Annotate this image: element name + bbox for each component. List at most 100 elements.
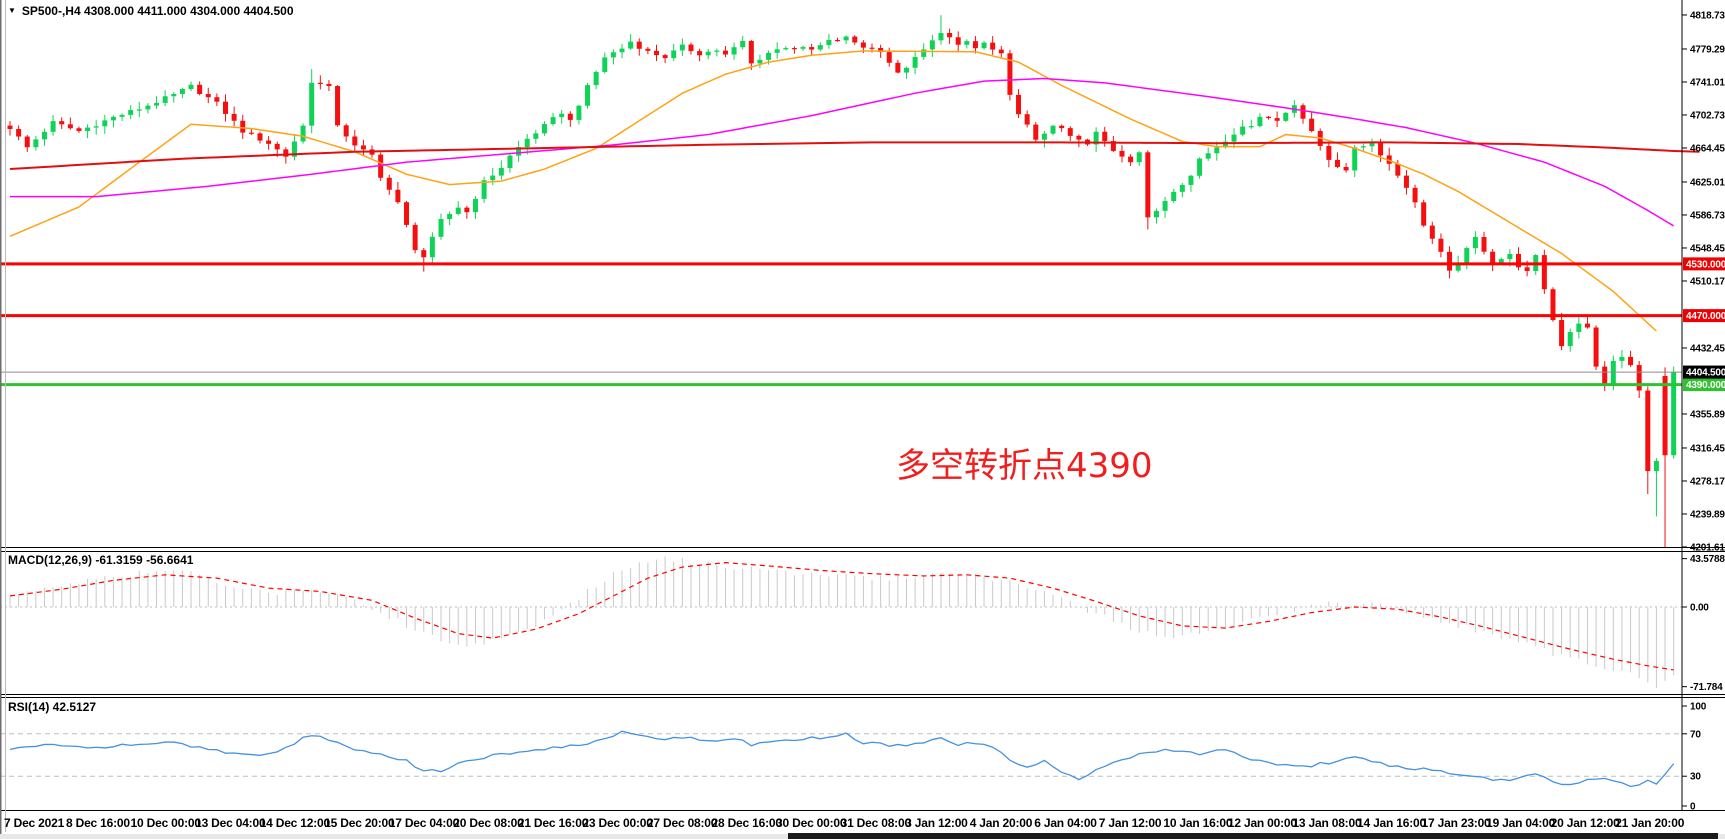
price-axis-label: 4355.890: [1690, 409, 1725, 420]
candle-body: [1309, 118, 1315, 132]
time-axis-label: 8 Dec 16:00: [66, 816, 130, 830]
candle-body: [800, 47, 806, 49]
annotation-text: 多空转折点4390: [896, 446, 1153, 486]
candle-body: [1352, 147, 1358, 171]
price-axis-label: 4510.170: [1690, 276, 1725, 287]
candle-body: [1576, 323, 1582, 333]
candle-body: [1093, 131, 1099, 145]
price-axis-label: 4586.730: [1690, 210, 1725, 221]
candle-body: [826, 39, 832, 46]
price-badge: [1683, 309, 1725, 323]
candle-body: [154, 102, 160, 106]
candle-body: [386, 177, 392, 190]
candle-body: [714, 50, 720, 52]
time-axis-label: 20 Jan 12:00: [1551, 816, 1621, 830]
candle-body: [231, 113, 237, 121]
candle-body: [886, 52, 892, 63]
price-badge: [1683, 365, 1725, 379]
candle-body: [1110, 141, 1116, 151]
time-axis-label: 17 Jan 23:00: [1422, 816, 1492, 830]
candle-body: [748, 40, 754, 64]
time-axis: 7 Dec 20218 Dec 16:0010 Dec 00:0013 Dec …: [0, 812, 1725, 832]
candle-body: [1541, 255, 1547, 290]
candle-body: [533, 133, 539, 139]
candle-body: [1421, 202, 1427, 226]
candle-body: [1257, 116, 1263, 127]
candle-body: [67, 124, 73, 129]
candle-body: [524, 138, 530, 148]
candle-body: [1386, 155, 1392, 164]
candle-body: [1671, 372, 1677, 456]
candle-body: [335, 86, 341, 126]
candle-body: [1447, 251, 1453, 271]
scrollbar-thumb[interactable]: [788, 833, 1718, 839]
candle-body: [1334, 159, 1340, 167]
candle-body: [352, 136, 358, 146]
candle-body: [197, 84, 203, 95]
candle-body: [1214, 147, 1220, 154]
candle-body: [1119, 150, 1125, 157]
candle-body: [567, 113, 573, 120]
candle-body: [438, 219, 444, 237]
candle-body: [128, 110, 134, 115]
candle-body: [447, 213, 453, 220]
candle-body: [1645, 390, 1651, 472]
candle-body: [1274, 118, 1280, 121]
candle-body: [1438, 238, 1444, 252]
candle-body: [317, 82, 323, 84]
candle-body: [1636, 365, 1642, 391]
candle-body: [162, 96, 168, 103]
candle-body: [85, 127, 91, 132]
candle-body: [1205, 153, 1211, 159]
candle-body: [817, 45, 823, 50]
candle-body: [266, 140, 272, 144]
candle-body: [1240, 126, 1246, 135]
time-axis-label: 12 Jan 00:00: [1228, 816, 1298, 830]
candle-body: [1162, 201, 1168, 211]
time-axis-label: 19 Jan 04:00: [1486, 816, 1556, 830]
candle-body: [636, 41, 642, 49]
candle-body: [1145, 152, 1151, 218]
price-axis-label: 4625.010: [1690, 177, 1725, 188]
candle-body: [921, 49, 927, 57]
rsi-axis-label: 100: [1690, 702, 1707, 713]
candle-body: [1559, 320, 1565, 347]
candle-body: [912, 56, 918, 68]
candle-body: [291, 141, 297, 157]
candle-body: [852, 36, 858, 43]
candle-body: [421, 250, 427, 258]
price-badge: [1683, 257, 1725, 271]
candle-body: [248, 132, 254, 134]
time-axis-label: 3 Jan 12:00: [905, 816, 968, 830]
candle-body: [1455, 262, 1461, 271]
price-axis-label: 4702.730: [1690, 110, 1725, 121]
candle-body: [188, 84, 194, 90]
candle-body: [136, 109, 142, 111]
candle-body: [895, 62, 901, 73]
candle-body: [903, 67, 909, 73]
ma-mid-magenta: [10, 77, 1675, 227]
rsi-axis-label: 0: [1690, 802, 1696, 813]
candle-body: [1602, 366, 1608, 384]
candle-body: [610, 52, 616, 58]
candle-body: [1266, 116, 1272, 119]
candle-body: [507, 155, 513, 169]
price-badge-label: 4390.000: [1686, 380, 1725, 391]
candle-body: [360, 145, 366, 150]
time-axis-label: 27 Dec 08:00: [647, 816, 718, 830]
candle-body: [1550, 289, 1556, 321]
time-axis-label: 21 Dec 16:00: [518, 816, 589, 830]
symbol-dropdown-icon[interactable]: ▼: [8, 6, 16, 15]
time-axis-label: 4 Jan 20:00: [970, 816, 1033, 830]
rsi-panel: [0, 730, 1682, 788]
macd-axis-label: 0.00: [1690, 603, 1709, 614]
ma-slow-red: [9, 141, 1700, 171]
candle-body: [1283, 112, 1289, 121]
candle-body: [619, 48, 625, 53]
candle-body: [16, 129, 22, 137]
candle-body: [1188, 175, 1194, 185]
price-axis-drag-area[interactable]: [1683, 0, 1725, 810]
macd-panel: [0, 556, 1682, 688]
time-axis-drag-area[interactable]: [0, 812, 1725, 832]
